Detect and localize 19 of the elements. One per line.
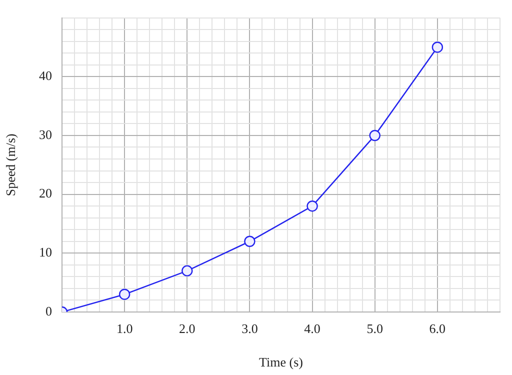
point — [369, 130, 380, 142]
y-tick-label: 0 — [46, 303, 52, 318]
point — [244, 236, 256, 247]
y-axis-title: Speed (m/s) — [3, 134, 18, 196]
y-tick-label: 40 — [39, 68, 52, 84]
y-tick-label: 10 — [39, 244, 52, 260]
x-tick-label: 3.0 — [242, 321, 258, 336]
x-tick-label: 1.0 — [116, 321, 133, 336]
x-tick-label: 4.0 — [304, 321, 320, 336]
point — [306, 200, 318, 212]
point — [182, 265, 193, 276]
x-axis-title: Time (s) — [259, 354, 303, 370]
point — [118, 288, 130, 300]
y-tick-label: 20 — [39, 186, 52, 201]
point — [432, 42, 444, 53]
x-tick-label: 6.0 — [429, 321, 446, 336]
y-tick-label: 30 — [39, 126, 52, 142]
x-tick-label: 2.0 — [179, 321, 196, 336]
x-tick-label: 5.0 — [366, 321, 383, 336]
